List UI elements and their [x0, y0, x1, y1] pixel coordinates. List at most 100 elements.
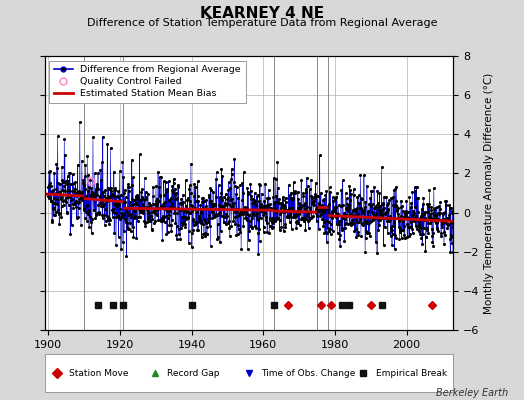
Point [110, 168, 118, 175]
Point [256, 208, 265, 215]
Point [170, 209, 178, 216]
Point [384, 207, 392, 213]
Point [306, 208, 314, 214]
Point [178, 207, 187, 213]
Point [272, 209, 280, 215]
Point [386, 228, 395, 234]
Point [80, 182, 88, 188]
Point [357, 233, 365, 239]
Point [307, 214, 315, 221]
Point [69, 171, 77, 178]
Point [245, 212, 254, 218]
Point [390, 219, 399, 225]
Point [213, 236, 222, 243]
Point [47, 198, 56, 204]
Point [96, 194, 104, 201]
Point [434, 228, 442, 234]
Point [67, 191, 75, 198]
Point [280, 205, 289, 211]
Point [70, 201, 79, 207]
Point [301, 188, 310, 195]
Point [222, 191, 230, 198]
Point [327, 221, 335, 227]
Point [204, 206, 212, 212]
Point [423, 202, 432, 209]
Point [304, 218, 312, 224]
Point [184, 240, 193, 246]
Point [367, 218, 375, 224]
Point [388, 227, 396, 233]
Point [75, 188, 84, 194]
Point [433, 226, 442, 232]
Point [435, 206, 444, 213]
Point [161, 179, 170, 185]
Point [158, 214, 166, 221]
Point [54, 210, 63, 216]
Point [124, 212, 133, 218]
Point [429, 211, 438, 218]
Point [83, 217, 91, 224]
Point [58, 187, 67, 193]
Point [44, 184, 52, 190]
Point [294, 210, 303, 217]
Point [54, 207, 62, 214]
Point [442, 215, 451, 221]
Point [326, 225, 335, 232]
Point [263, 220, 271, 226]
Point [406, 224, 414, 230]
Point [138, 205, 146, 212]
Point [352, 216, 360, 223]
Point [158, 237, 167, 243]
Point [234, 194, 242, 201]
Point [74, 198, 83, 205]
Point [191, 219, 200, 225]
Point [222, 210, 231, 217]
Point [125, 184, 133, 190]
Point [93, 186, 102, 192]
Point [322, 228, 330, 235]
Point [102, 194, 111, 201]
Point [421, 215, 429, 221]
Point [247, 188, 255, 194]
Point [429, 243, 438, 250]
Point [147, 212, 155, 219]
Point [131, 212, 139, 219]
Point [443, 221, 451, 227]
Point [269, 194, 277, 201]
Point [121, 216, 129, 222]
Point [165, 221, 173, 228]
Point [324, 203, 332, 210]
Point [417, 225, 425, 232]
Point [320, 219, 328, 226]
Point [97, 202, 105, 209]
Point [247, 196, 256, 202]
Point [329, 228, 337, 234]
Point [62, 199, 70, 206]
Point [263, 202, 271, 209]
Point [235, 182, 244, 188]
Point [68, 196, 76, 202]
Point [380, 194, 388, 200]
Point [199, 231, 208, 237]
Point [336, 243, 344, 249]
Point [267, 205, 275, 212]
Point [263, 228, 271, 235]
Point [405, 193, 413, 200]
Point [370, 205, 378, 211]
Point [329, 213, 337, 220]
Point [201, 233, 209, 239]
Point [202, 197, 211, 203]
Point [374, 206, 383, 213]
Point [376, 208, 385, 214]
Point [366, 219, 374, 225]
Point [408, 188, 417, 195]
Point [180, 221, 189, 228]
Point [444, 215, 452, 221]
Point [392, 202, 400, 208]
Point [288, 226, 296, 232]
Point [241, 215, 249, 222]
Point [194, 198, 203, 204]
Point [333, 230, 342, 236]
Point [277, 205, 286, 212]
Point [305, 217, 313, 224]
